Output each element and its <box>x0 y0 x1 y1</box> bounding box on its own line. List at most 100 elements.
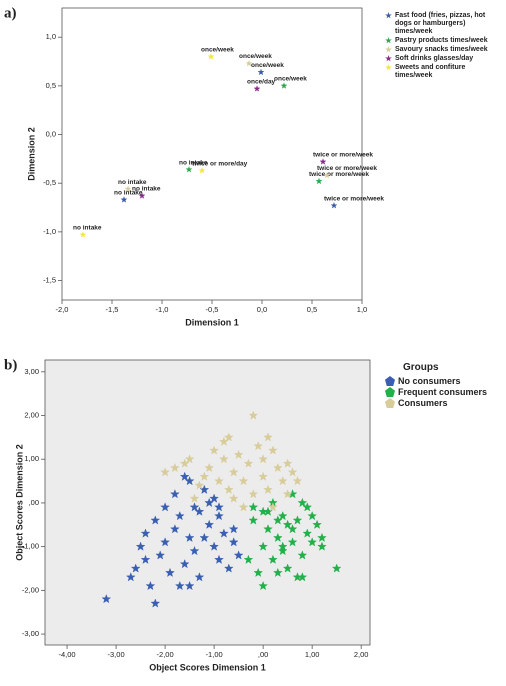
point <box>263 484 273 494</box>
point <box>204 462 215 473</box>
legend-swatch <box>385 387 395 397</box>
point <box>248 502 259 512</box>
point <box>233 449 244 459</box>
point <box>282 519 293 529</box>
point <box>124 185 132 192</box>
point <box>297 497 308 508</box>
point-label: no intake <box>132 186 161 193</box>
point <box>248 410 259 420</box>
point <box>317 532 327 542</box>
x-tick-label: -4,00 <box>59 650 76 659</box>
point-label: twice or more/week <box>317 165 377 172</box>
legend-label: No consumers <box>398 376 461 386</box>
point <box>214 476 224 486</box>
y-tick-label: 0,0 <box>46 130 56 139</box>
point <box>253 567 264 577</box>
point <box>179 559 190 569</box>
point <box>214 511 224 521</box>
y-tick-label: -1,00 <box>22 542 39 551</box>
point-label: no intake <box>179 159 208 166</box>
y-tick-label: -0,5 <box>43 178 56 187</box>
point <box>145 580 156 591</box>
point-label: once/week <box>274 76 307 83</box>
x-tick-label: -1,0 <box>156 305 169 314</box>
legend-entry: Savoury snacks times/week <box>385 46 503 54</box>
y-axis-title: Dimension 2 <box>26 127 36 181</box>
point <box>273 532 283 542</box>
point <box>282 458 293 468</box>
point <box>207 53 215 60</box>
x-tick-label: 0,5 <box>307 305 317 314</box>
point <box>317 541 327 551</box>
point <box>204 519 215 529</box>
point <box>170 462 180 473</box>
point <box>204 497 215 508</box>
point <box>268 502 278 512</box>
legend-label: Savoury snacks times/week <box>395 46 488 53</box>
point <box>238 502 249 512</box>
point <box>155 550 166 560</box>
point <box>189 545 200 556</box>
legend-entry: Sweets and confiture times/week <box>385 64 503 80</box>
point <box>79 231 87 238</box>
point-label: once/day <box>247 79 276 86</box>
legend-label: Frequent consumers <box>398 387 488 397</box>
legend-swatch <box>385 55 392 62</box>
x-tick-label: 1,0 <box>357 305 367 314</box>
point <box>273 462 283 473</box>
point <box>302 528 313 538</box>
legend-label: Pastry products times/week <box>395 37 488 44</box>
x-tick-label: -2,00 <box>157 650 174 659</box>
legend-swatch <box>385 46 392 53</box>
point <box>140 528 151 538</box>
point <box>323 171 331 179</box>
point-label: no intake <box>114 189 143 196</box>
y-tick-label: 0,5 <box>46 81 56 90</box>
point <box>273 515 283 525</box>
point <box>233 550 244 560</box>
point-label: once/week <box>251 62 284 69</box>
x-tick-label: ,00 <box>258 650 268 659</box>
legend-label: Fast food (fries, pizzas, hot dogs or ha… <box>395 12 486 35</box>
legend-title: Groups <box>403 362 439 373</box>
x-axis-title: Object Scores Dimension 1 <box>149 662 266 672</box>
point <box>292 515 303 525</box>
x-tick-label: -2,0 <box>56 305 69 314</box>
legend-swatch <box>385 37 392 44</box>
point <box>297 550 308 560</box>
point <box>228 537 239 547</box>
point-label: no intake <box>118 179 147 186</box>
legend-entry: Fast food (fries, pizzas, hot dogs or ha… <box>385 12 503 36</box>
point-label: once/week <box>201 46 234 53</box>
point <box>160 502 170 512</box>
point <box>194 572 205 582</box>
point <box>287 537 298 547</box>
point <box>277 545 288 556</box>
x-axis-title: Dimension 1 <box>185 317 239 327</box>
legend-swatch <box>385 64 392 71</box>
legend-label: Sweets and confiture times/week <box>395 64 466 79</box>
point <box>297 572 308 582</box>
y-axis-title: Object Scores Dimension 2 <box>14 444 24 561</box>
point <box>199 471 210 481</box>
point <box>258 454 268 464</box>
point <box>184 580 195 591</box>
legend-entry: Pastry products times/week <box>385 37 503 45</box>
point <box>228 524 239 534</box>
legend-label: Soft drinks glasses/day <box>395 55 474 62</box>
point <box>330 201 338 209</box>
y-tick-label: -3,00 <box>22 629 39 638</box>
point <box>140 554 151 564</box>
point <box>209 541 219 551</box>
point <box>277 511 288 521</box>
point <box>170 524 180 534</box>
y-tick-label: -1,5 <box>43 276 56 285</box>
point <box>223 484 234 494</box>
point <box>160 537 170 547</box>
point <box>228 493 239 503</box>
point <box>198 166 206 174</box>
point-label: once/week <box>239 53 272 60</box>
point <box>273 567 283 577</box>
